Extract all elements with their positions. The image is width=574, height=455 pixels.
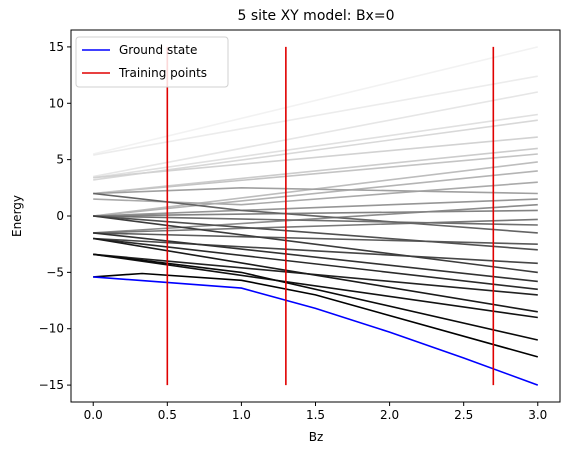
y-tick-label: −5 [46, 265, 64, 279]
x-tick-label: 0.5 [158, 408, 177, 422]
x-tick-label: 0.0 [84, 408, 103, 422]
energy-level-line-2 [93, 91, 538, 178]
ground-state-series [93, 276, 539, 386]
x-tick-label: 1.5 [306, 408, 325, 422]
y-tick-label: 10 [49, 96, 64, 110]
x-tick-label: 3.0 [528, 408, 547, 422]
y-tick-label: −10 [39, 322, 64, 336]
y-tick-label: −15 [39, 378, 64, 392]
x-tick-label: 1.0 [232, 408, 251, 422]
energy-level-line-28 [93, 272, 539, 358]
x-tick-label: 2.5 [454, 408, 473, 422]
x-axis-ticks: 0.0 0.5 1.0 1.5 2.0 2.5 3.0 [84, 402, 547, 422]
energy-level-line-17 [93, 192, 538, 234]
energy-level-line-10 [93, 181, 538, 206]
chart-title: 5 site XY model: Bx=0 [238, 8, 395, 24]
y-tick-label: 5 [56, 153, 64, 167]
x-axis-label: Bz [309, 430, 324, 444]
energy-level-line-3 [93, 113, 538, 179]
ground-state-line [93, 276, 539, 386]
legend-box [75, 36, 229, 88]
y-tick-label: 15 [49, 40, 64, 54]
spectrum-lines [93, 46, 539, 358]
y-tick-label: 0 [56, 209, 64, 223]
energy-level-line-27 [93, 253, 538, 341]
y-axis-label: Energy [10, 195, 24, 237]
energy-level-line-11 [93, 186, 538, 195]
legend-label-training-points: Training points [118, 66, 207, 80]
training-points-series [166, 46, 495, 386]
legend: Ground state Training points [75, 36, 229, 88]
y-axis-ticks: −15 −10 −5 0 5 10 15 [39, 40, 71, 392]
x-tick-label: 2.0 [380, 408, 399, 422]
legend-label-ground-state: Ground state [119, 43, 197, 57]
